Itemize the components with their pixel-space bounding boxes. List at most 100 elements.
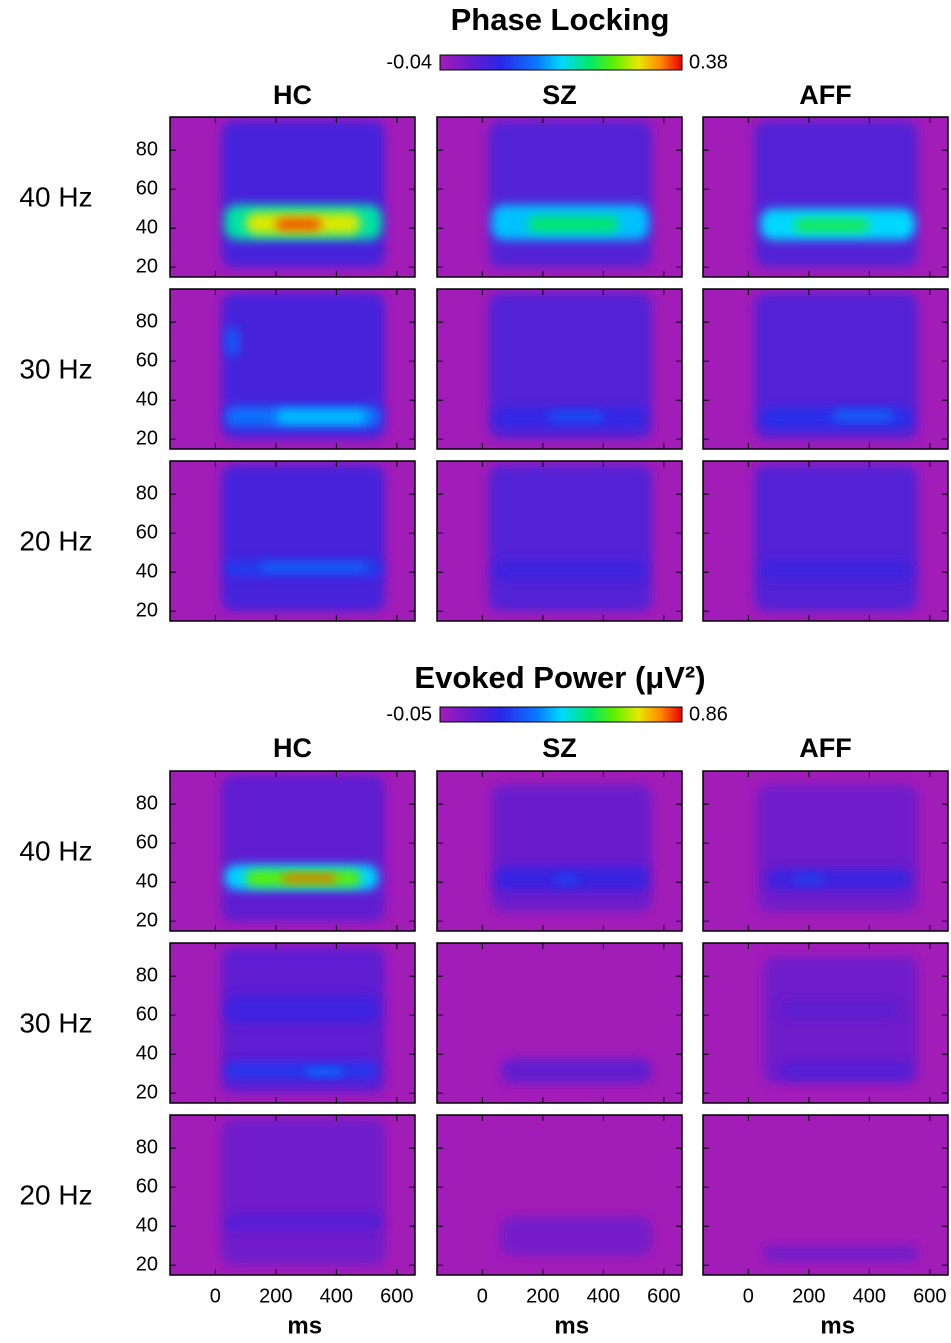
- panel-frame: [169, 288, 416, 450]
- panel-frame: [169, 1114, 416, 1276]
- heatmap-blob: [275, 409, 367, 424]
- section-title: Evoked Power (μV²): [414, 660, 705, 695]
- y-tick-label: 80: [136, 310, 158, 332]
- y-tick-label: 80: [136, 792, 158, 814]
- panel-frame: [169, 770, 416, 932]
- x-axis-label: ms: [820, 1312, 855, 1339]
- heatmap-blob: [281, 874, 337, 883]
- panel-frame: [169, 942, 416, 1104]
- heatmap-blob: [494, 560, 646, 581]
- y-tick-label: 80: [136, 964, 158, 986]
- colorbar: [439, 54, 683, 71]
- heatmap-blob: [221, 120, 385, 268]
- y-tick-label: 20: [136, 256, 158, 278]
- row-label: 30 Hz: [19, 353, 92, 384]
- panel-frame: [436, 942, 683, 1104]
- row-label: 20 Hz: [19, 525, 92, 556]
- heatmap-blob: [488, 120, 652, 268]
- heatmap-blob: [757, 784, 918, 912]
- y-tick-label: 40: [136, 1215, 158, 1237]
- panel-frame: [702, 1114, 949, 1276]
- heatmap-blob: [488, 464, 652, 612]
- heatmap-blob: [224, 995, 379, 1023]
- heatmap-panel: [703, 771, 948, 931]
- heatmap-blob: [793, 874, 824, 885]
- panel-frame: [169, 460, 416, 622]
- row-label: 30 Hz: [19, 1007, 92, 1038]
- colorbar-min-label: -0.05: [386, 703, 432, 725]
- panel-frame: [436, 770, 683, 932]
- column-label: SZ: [542, 80, 577, 110]
- heatmap-blob: [500, 1216, 652, 1256]
- y-tick-label: 20: [136, 1254, 158, 1276]
- panel-frame: [436, 116, 683, 278]
- heatmap-blob: [221, 774, 385, 922]
- heatmap-panel: [437, 289, 682, 449]
- y-tick-label: 60: [136, 521, 158, 543]
- column-label: AFF: [799, 80, 851, 110]
- x-tick-label: 600: [380, 1285, 413, 1307]
- colorbar-min-label: -0.04: [386, 51, 432, 73]
- panel-frame: [702, 116, 949, 278]
- panel-frame: [436, 460, 683, 622]
- heatmap-panel: [437, 1115, 682, 1275]
- heatmap-blob: [548, 411, 604, 422]
- y-tick-label: 40: [136, 561, 158, 583]
- x-tick-label: 400: [320, 1285, 353, 1307]
- heatmap-blob: [754, 120, 918, 268]
- heatmap-blob: [488, 292, 652, 440]
- heatmap-panel: [170, 289, 415, 449]
- x-axis-label: ms: [554, 1312, 589, 1339]
- x-tick-label: 200: [526, 1285, 559, 1307]
- y-tick-label: 60: [136, 1175, 158, 1197]
- heatmap-blob: [224, 1214, 382, 1231]
- x-tick-label: 600: [647, 1285, 680, 1307]
- heatmap-blob: [763, 1245, 918, 1262]
- heatmap-panel: [170, 771, 415, 931]
- y-tick-label: 40: [136, 389, 158, 411]
- heatmap-blob: [491, 784, 652, 912]
- heatmap-blob: [766, 868, 912, 891]
- y-tick-label: 80: [136, 138, 158, 160]
- heatmap-panel: [703, 1115, 948, 1275]
- heatmap-panel: [170, 1115, 415, 1275]
- heatmap-panel: [703, 289, 948, 449]
- x-tick-label: 400: [853, 1285, 886, 1307]
- y-tick-label: 60: [136, 177, 158, 199]
- heatmap-panel: [170, 117, 415, 277]
- row-label: 20 Hz: [19, 1179, 92, 1210]
- heatmap-blob: [554, 874, 580, 885]
- heatmap-panel: [437, 943, 682, 1103]
- x-tick-label: 600: [913, 1285, 946, 1307]
- x-tick-label: 400: [587, 1285, 620, 1307]
- heatmap-blob: [221, 292, 385, 440]
- heatmap-panel: [703, 943, 948, 1103]
- heatmap-blob: [221, 464, 385, 612]
- heatmap-blob: [221, 1118, 385, 1266]
- panel-frame: [436, 1114, 683, 1276]
- heatmap-blob: [306, 1067, 343, 1076]
- row-label: 40 Hz: [19, 835, 92, 866]
- panel-frame: [702, 770, 949, 932]
- heatmap-panel: [170, 943, 415, 1103]
- y-tick-label: 20: [136, 600, 158, 622]
- y-tick-label: 60: [136, 831, 158, 853]
- y-tick-label: 40: [136, 217, 158, 239]
- y-tick-label: 40: [136, 1043, 158, 1065]
- column-label: AFF: [799, 733, 851, 763]
- heatmap-blob: [754, 464, 918, 612]
- heatmap-blob: [833, 409, 894, 422]
- heatmap-blob: [275, 218, 322, 231]
- x-tick-label: 200: [259, 1285, 292, 1307]
- heatmap-blob: [763, 956, 918, 1084]
- x-tick-label: 200: [792, 1285, 825, 1307]
- heatmap-panel: [703, 117, 948, 277]
- colorbar-max-label: 0.86: [689, 703, 728, 725]
- heatmap-blob: [760, 560, 912, 581]
- colorbar-max-label: 0.38: [689, 51, 728, 73]
- panel-frame: [169, 116, 416, 278]
- heatmap-panel: [437, 461, 682, 621]
- heatmap-blob: [778, 999, 900, 1020]
- x-tick-label: 0: [477, 1285, 488, 1307]
